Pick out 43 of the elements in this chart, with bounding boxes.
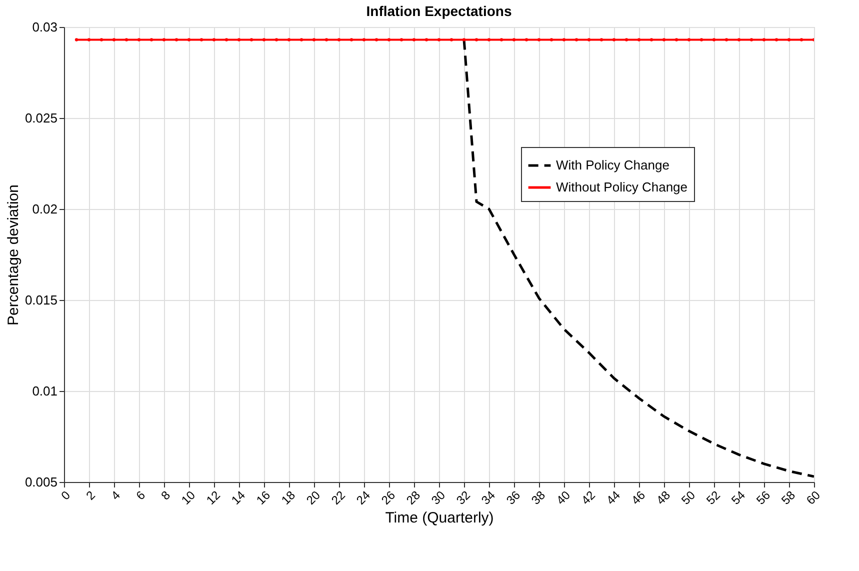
legend-label: Without Policy Change [556,180,688,194]
x-tick-label: 42 [578,488,598,508]
x-tick-label: 10 [178,488,198,508]
x-tick-label: 26 [378,488,398,508]
x-tick-label: 50 [678,488,698,508]
x-tick-label: 8 [158,488,174,503]
x-tick-label: 16 [254,488,274,508]
x-tick-label: 6 [133,488,148,503]
line-series [462,38,814,478]
x-tick-label: 24 [354,488,374,508]
x-tick-label: 18 [278,488,298,508]
x-tick-label: 32 [454,488,474,508]
chart-title: Inflation Expectations [366,3,512,19]
y-tick-label: 0.03 [32,20,58,34]
x-tick-label: 58 [778,488,798,508]
x-tick-label: 52 [704,488,724,508]
x-tick-label: 38 [528,488,548,508]
y-tick-label: 0.025 [24,110,58,126]
y-tick-label: 0.01 [32,384,58,398]
x-tick-label: 56 [754,488,774,508]
x-tick-label: 22 [328,488,348,508]
x-tick-label: 2 [83,488,98,503]
y-axis-title: Percentage deviation [4,184,22,326]
x-tick-label: 34 [478,488,498,508]
x-tick-label: 28 [404,488,424,508]
y-tick-label: 0.005 [24,474,58,490]
x-tick-label: 46 [628,488,648,508]
x-tick-label: 44 [604,488,624,508]
x-tick-label: 14 [228,488,248,508]
x-tick-label: 0 [58,488,74,503]
x-tick-label: 12 [204,488,224,508]
x-tick-label: 40 [554,488,574,508]
x-tick-label: 60 [804,488,824,508]
legend-label: With Policy Change [556,158,670,172]
x-tick-label: 30 [428,488,448,508]
y-tick-label: 0.02 [32,202,58,216]
y-tick-label: 0.015 [24,292,58,308]
x-tick-label: 48 [654,488,674,508]
x-tick-label: 54 [728,488,748,508]
x-tick-label: 36 [504,488,524,508]
x-tick-label: 20 [304,488,324,508]
x-axis-title: Time (Quarterly) [385,510,494,527]
x-tick-label: 4 [108,488,124,503]
